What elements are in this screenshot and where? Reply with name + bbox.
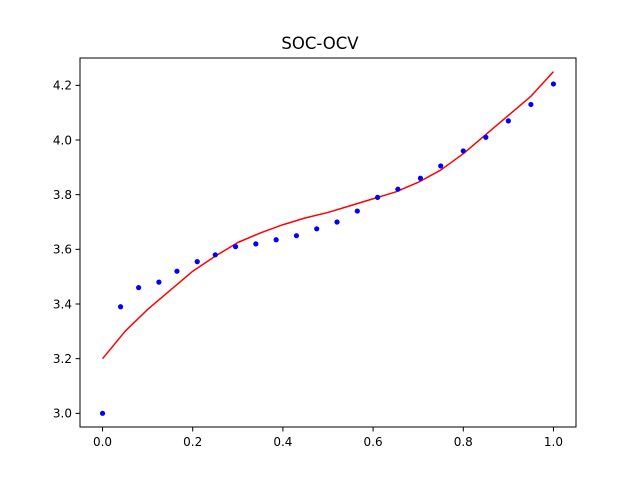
data-point bbox=[375, 194, 381, 200]
data-point bbox=[156, 279, 162, 285]
data-point bbox=[550, 81, 557, 87]
y-tick-label: 3.4 bbox=[53, 297, 72, 311]
data-point bbox=[253, 241, 259, 247]
data-point bbox=[273, 237, 279, 243]
data-point bbox=[354, 208, 360, 214]
data-point bbox=[174, 268, 180, 274]
chart-title: SOC-OCV bbox=[281, 34, 359, 53]
data-point bbox=[483, 134, 489, 140]
data-point bbox=[293, 233, 300, 239]
data-point bbox=[99, 410, 106, 416]
x-tick-label: 0.2 bbox=[183, 435, 202, 449]
data-point bbox=[194, 259, 200, 265]
x-tick-label: 1.0 bbox=[544, 435, 563, 449]
y-tick-label: 4.2 bbox=[53, 79, 72, 93]
data-point bbox=[460, 148, 466, 154]
data-point bbox=[117, 304, 124, 310]
y-tick-label: 3.8 bbox=[53, 188, 72, 202]
ticks-layer: 0.0 0.2 0.4 0.6 0.8 1.0 3.0 3.2 3.4 3.6 3.8 4.0 4.2 bbox=[53, 79, 563, 449]
series-layer bbox=[99, 71, 557, 416]
y-tick-label: 3.0 bbox=[53, 407, 72, 421]
data-point bbox=[334, 219, 340, 225]
y-tick-label: 4.0 bbox=[53, 133, 72, 147]
data-point bbox=[505, 118, 511, 124]
y-tick-label: 3.6 bbox=[53, 243, 72, 257]
data-point bbox=[528, 101, 534, 108]
data-point bbox=[417, 175, 424, 181]
fit-line bbox=[101, 71, 555, 360]
axes-frame bbox=[79, 57, 577, 428]
data-point bbox=[438, 163, 444, 169]
data-point bbox=[232, 244, 239, 250]
data-point bbox=[212, 252, 218, 258]
x-tick-label: 0.8 bbox=[454, 435, 473, 449]
data-point bbox=[314, 226, 320, 232]
data-point bbox=[395, 186, 401, 192]
y-tick-label: 3.2 bbox=[53, 352, 72, 366]
x-tick-label: 0.6 bbox=[364, 435, 383, 449]
data-point bbox=[136, 285, 142, 291]
x-tick-label: 0.4 bbox=[273, 435, 292, 449]
x-tick-label: 0.0 bbox=[93, 435, 112, 449]
